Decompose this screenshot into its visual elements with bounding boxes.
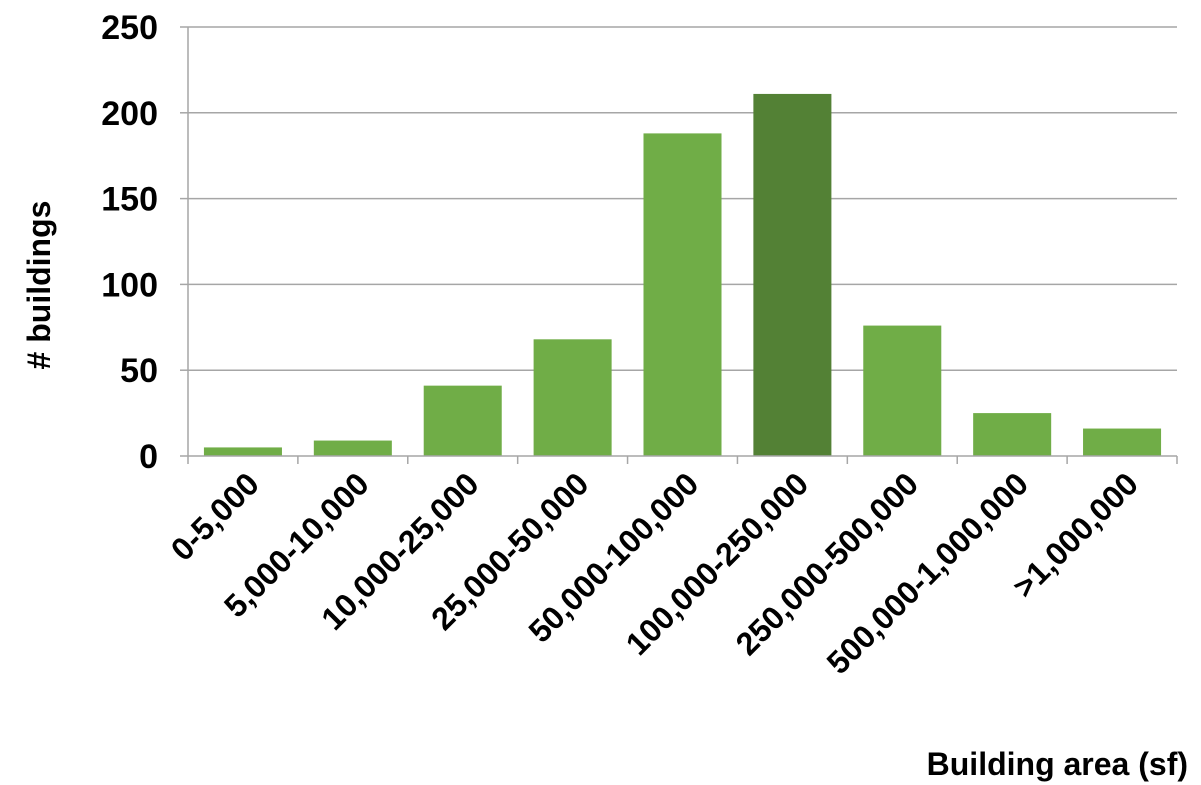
y-tick-label: 150: [101, 181, 158, 219]
bar-4: [643, 133, 722, 456]
x-tick-label: 100,000-250,000: [619, 465, 816, 662]
x-tick-label: 0-5,000: [164, 465, 266, 567]
x-axis-title: Building area (sf): [927, 746, 1188, 782]
bar-3: [533, 339, 612, 456]
y-tick-label: 0: [139, 438, 158, 476]
bar-2: [423, 385, 502, 456]
y-tick-label: 250: [101, 9, 158, 47]
y-tick-label: 200: [101, 95, 158, 133]
bars: [203, 93, 1162, 456]
y-tick-labels: 0 50 100 150 200 250: [101, 9, 158, 476]
axes: [180, 26, 1178, 464]
x-tick-label: 250,000-500,000: [729, 465, 926, 662]
y-axis-title: # buildings: [21, 201, 57, 370]
bar-1: [313, 440, 392, 456]
y-tick-label: 50: [120, 352, 158, 390]
x-tick-labels: 0-5,0005,000-10,00010,000-25,00025,000-5…: [164, 465, 1145, 680]
bar-0: [203, 447, 282, 456]
bar-5: [753, 93, 832, 456]
y-tick-label: 100: [101, 266, 158, 304]
x-tick-label: 500,000-1,000,000: [820, 465, 1035, 680]
bar-6: [863, 325, 942, 456]
bar-7: [973, 413, 1052, 456]
bar-8: [1083, 428, 1162, 456]
